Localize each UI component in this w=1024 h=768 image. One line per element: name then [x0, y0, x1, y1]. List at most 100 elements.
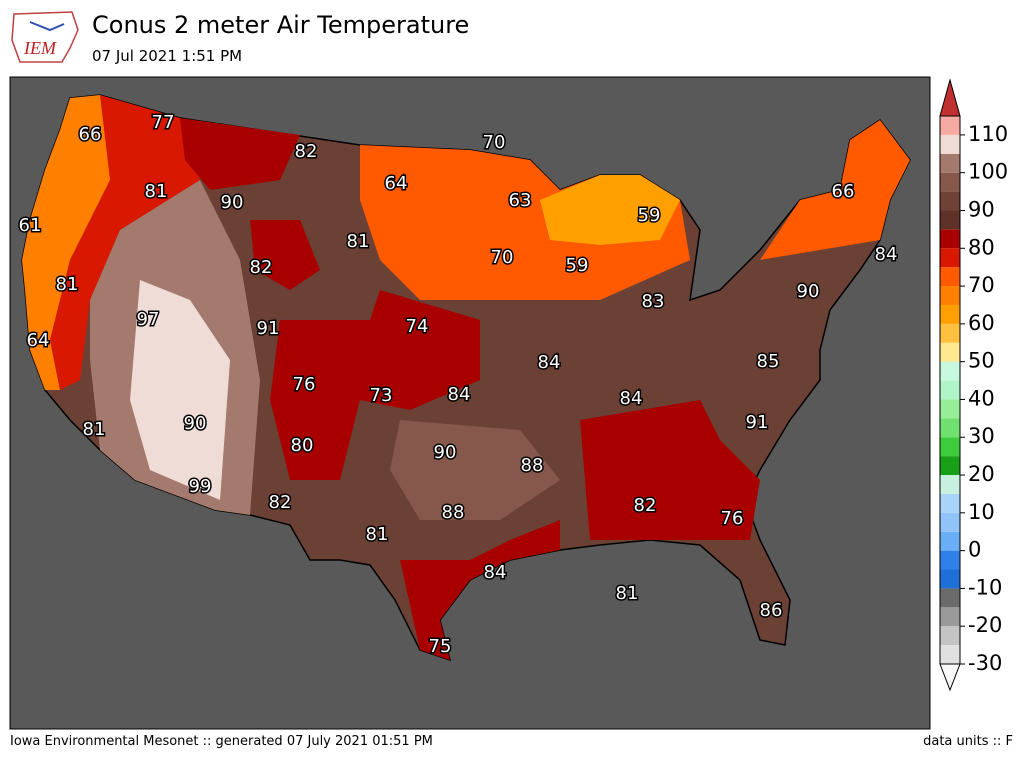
colorbar-segment	[940, 569, 960, 589]
temperature-label: 59	[638, 205, 661, 226]
temperature-label: 82	[269, 492, 292, 513]
footer-right: data units :: F	[923, 734, 1013, 749]
temperature-label: 81	[145, 181, 168, 202]
colorbar-segment	[940, 626, 960, 646]
colorbar-tick-label: 70	[968, 273, 995, 297]
subtitle: 07 Jul 2021 1:51 PM	[92, 47, 242, 65]
temperature-label: 82	[250, 257, 273, 278]
temperature-label: 99	[189, 476, 212, 497]
temperature-label: 90	[221, 192, 244, 213]
temperature-label: 84	[620, 388, 643, 409]
temperature-label: 77	[152, 112, 175, 133]
colorbar-tick-label: 100	[968, 160, 1008, 184]
logo-text: IEM	[23, 38, 57, 58]
temperature-label: 70	[483, 132, 506, 153]
colorbar-segment	[940, 475, 960, 494]
colorbar-segment	[940, 153, 960, 173]
colorbar-over	[939, 78, 961, 117]
colorbar-segment	[940, 418, 960, 438]
temperature-label: 88	[442, 502, 465, 523]
temperature-label: 74	[406, 316, 429, 337]
temperature-label: 75	[429, 636, 452, 657]
temperature-label: 81	[83, 419, 106, 440]
colorbar-segment	[940, 493, 960, 513]
temperature-label: 84	[875, 244, 898, 265]
temperature-label: 83	[642, 291, 665, 312]
temperature-label: 90	[797, 281, 820, 302]
temperature-label: 97	[137, 309, 160, 330]
colorbar-tick-label: 50	[968, 349, 995, 373]
colorbar-segment	[940, 645, 960, 664]
temperature-label: 84	[484, 562, 507, 583]
temperature-label: 61	[19, 215, 42, 236]
colorbar-segment	[940, 172, 960, 192]
temperature-label: 85	[757, 351, 780, 372]
colorbar-segment	[940, 531, 960, 551]
temperature-label: 76	[293, 374, 316, 395]
temperature-label: 82	[634, 495, 657, 516]
temperature-label: 90	[434, 442, 457, 463]
temperature-label: 88	[521, 455, 544, 476]
colorbar-tick-label: -10	[968, 575, 1002, 599]
colorbar-segment	[940, 588, 960, 608]
colorbar-tick-label: 110	[968, 122, 1008, 146]
temperature-label: 66	[79, 124, 102, 145]
colorbar-segment	[940, 267, 960, 287]
colorbar-tick-label: 80	[968, 235, 995, 259]
colorbar-under	[939, 663, 961, 692]
colorbar-segment	[940, 512, 960, 532]
colorbar: -30 -20 -10 0 10 20 30 40 50 60 70 80 90 100 110	[939, 78, 1008, 692]
colorbar-segment	[940, 248, 960, 268]
colorbar-segment	[940, 323, 960, 343]
temperature-label: 86	[760, 600, 783, 621]
colorbar-segment	[940, 286, 960, 305]
colorbar-tick-label: 40	[968, 386, 995, 410]
colorbar-tick-label: 0	[968, 538, 981, 562]
colorbar-tick-label: 10	[968, 500, 995, 524]
colorbar-tick-label: 30	[968, 424, 995, 448]
temperature-label: 63	[509, 190, 532, 211]
temperature-label: 76	[721, 508, 744, 529]
footer-left: Iowa Environmental Mesonet :: generated …	[10, 734, 433, 749]
colorbar-segment	[940, 210, 960, 230]
temperature-label: 81	[616, 583, 639, 604]
temperature-label: 66	[832, 181, 855, 202]
colorbar-segment	[940, 116, 960, 135]
temperature-label: 64	[385, 173, 408, 194]
temperature-label: 64	[27, 330, 50, 351]
colorbar-tick-label: 60	[968, 311, 995, 335]
colorbar-tick-label: -20	[968, 613, 1002, 637]
colorbar-segment	[940, 437, 960, 457]
temperature-label: 73	[370, 385, 393, 406]
colorbar-frame	[939, 115, 961, 665]
colorbar-segment	[940, 550, 960, 570]
temperature-label: 90	[184, 413, 207, 434]
colorbar-segment	[940, 229, 960, 249]
colorbar-segment	[940, 134, 960, 154]
colorbar-segment	[940, 191, 960, 211]
colorbar-tick-label: 20	[968, 462, 995, 486]
colorbar-segment	[940, 380, 960, 400]
temperature-label: 59	[566, 255, 589, 276]
temperature-label: 81	[366, 524, 389, 545]
temperature-label: 84	[538, 352, 561, 373]
temperature-label: 81	[347, 231, 370, 252]
title: Conus 2 meter Air Temperature	[92, 11, 469, 39]
colorbar-segment	[940, 607, 960, 627]
colorbar-tick-label: -30	[968, 651, 1002, 675]
temperature-label: 91	[746, 412, 769, 433]
colorbar-tick-label: 90	[968, 197, 995, 221]
temperature-label: 80	[291, 435, 314, 456]
colorbar-segment	[940, 342, 960, 362]
colorbar-segment	[940, 361, 960, 381]
temperature-label: 70	[491, 247, 514, 268]
colorbar-segment	[940, 456, 960, 476]
colorbar-segment	[940, 304, 960, 324]
map	[9, 76, 931, 730]
logo: IEM	[11, 11, 79, 63]
temperature-label: 81	[56, 274, 79, 295]
temperature-label: 91	[257, 318, 280, 339]
colorbar-segment	[940, 399, 960, 419]
temperature-label: 84	[448, 384, 471, 405]
